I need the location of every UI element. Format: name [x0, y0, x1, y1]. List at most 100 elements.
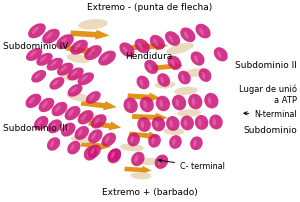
Ellipse shape — [140, 97, 154, 112]
Ellipse shape — [67, 92, 89, 102]
Ellipse shape — [108, 148, 121, 162]
Ellipse shape — [152, 137, 154, 144]
Ellipse shape — [88, 48, 95, 56]
Ellipse shape — [138, 43, 143, 50]
Text: N-terminal: N-terminal — [244, 110, 297, 119]
Ellipse shape — [190, 51, 205, 66]
Ellipse shape — [141, 121, 144, 128]
Ellipse shape — [148, 134, 161, 148]
Ellipse shape — [84, 45, 102, 60]
Ellipse shape — [119, 42, 134, 57]
Ellipse shape — [155, 155, 168, 169]
Ellipse shape — [61, 123, 76, 137]
Ellipse shape — [169, 120, 173, 127]
Ellipse shape — [57, 63, 74, 76]
Ellipse shape — [148, 64, 152, 71]
Ellipse shape — [37, 119, 42, 126]
Ellipse shape — [177, 109, 201, 117]
Ellipse shape — [190, 136, 203, 150]
Ellipse shape — [102, 54, 109, 61]
Polygon shape — [88, 120, 121, 130]
Text: Subdominio: Subdominio — [243, 126, 297, 135]
Text: Hendidura: Hendidura — [125, 52, 172, 61]
Ellipse shape — [68, 109, 74, 116]
Ellipse shape — [86, 91, 101, 104]
Ellipse shape — [88, 145, 101, 158]
Polygon shape — [65, 45, 95, 56]
Ellipse shape — [111, 151, 115, 158]
Ellipse shape — [59, 73, 79, 81]
Ellipse shape — [172, 95, 186, 110]
Ellipse shape — [47, 119, 62, 133]
Ellipse shape — [178, 71, 191, 84]
Ellipse shape — [184, 119, 187, 127]
Ellipse shape — [174, 87, 198, 95]
Ellipse shape — [152, 117, 165, 132]
Polygon shape — [81, 142, 111, 150]
Ellipse shape — [67, 67, 84, 80]
Ellipse shape — [98, 50, 116, 66]
Ellipse shape — [78, 72, 94, 85]
Text: Extremo - (punta de flecha): Extremo - (punta de flecha) — [87, 3, 213, 12]
Ellipse shape — [70, 40, 88, 55]
Ellipse shape — [70, 136, 92, 143]
Ellipse shape — [165, 31, 180, 46]
Ellipse shape — [55, 105, 61, 112]
Ellipse shape — [50, 140, 54, 147]
Ellipse shape — [26, 94, 41, 108]
Ellipse shape — [120, 143, 144, 152]
Ellipse shape — [92, 133, 96, 139]
Polygon shape — [81, 100, 117, 110]
Ellipse shape — [42, 29, 60, 44]
Polygon shape — [129, 132, 159, 140]
Ellipse shape — [29, 51, 36, 57]
Ellipse shape — [166, 116, 180, 131]
Ellipse shape — [53, 80, 58, 86]
Text: Lugar de unió
a ATP: Lugar de unió a ATP — [239, 85, 297, 105]
Text: Subdominio II: Subdominio II — [235, 61, 297, 70]
Ellipse shape — [136, 76, 149, 89]
Polygon shape — [132, 113, 168, 122]
Ellipse shape — [150, 35, 165, 50]
Ellipse shape — [64, 126, 69, 133]
Ellipse shape — [29, 97, 35, 104]
Ellipse shape — [196, 24, 211, 38]
Ellipse shape — [204, 93, 218, 108]
Ellipse shape — [87, 149, 91, 157]
Ellipse shape — [155, 120, 158, 128]
Ellipse shape — [194, 55, 198, 62]
Ellipse shape — [127, 102, 131, 109]
Ellipse shape — [171, 59, 175, 66]
Ellipse shape — [143, 101, 147, 108]
Polygon shape — [70, 30, 110, 40]
Ellipse shape — [26, 48, 42, 61]
Polygon shape — [132, 41, 168, 51]
Ellipse shape — [159, 100, 163, 107]
Ellipse shape — [67, 54, 89, 63]
Polygon shape — [124, 166, 152, 174]
Ellipse shape — [89, 94, 95, 100]
Ellipse shape — [91, 114, 106, 128]
Ellipse shape — [61, 65, 67, 72]
Ellipse shape — [167, 56, 182, 70]
Ellipse shape — [68, 84, 82, 97]
Ellipse shape — [180, 116, 194, 130]
Ellipse shape — [107, 149, 121, 163]
Ellipse shape — [38, 98, 54, 112]
Ellipse shape — [181, 74, 184, 81]
Ellipse shape — [130, 136, 134, 143]
Ellipse shape — [51, 123, 56, 129]
Ellipse shape — [81, 75, 88, 81]
Ellipse shape — [144, 60, 158, 74]
Ellipse shape — [127, 133, 140, 146]
Ellipse shape — [84, 146, 97, 161]
Ellipse shape — [193, 140, 197, 147]
Ellipse shape — [81, 113, 87, 120]
Ellipse shape — [50, 61, 57, 67]
Ellipse shape — [137, 117, 151, 132]
Ellipse shape — [153, 39, 158, 46]
Ellipse shape — [111, 152, 115, 160]
Ellipse shape — [31, 70, 46, 83]
Ellipse shape — [36, 53, 53, 66]
Ellipse shape — [214, 47, 228, 61]
